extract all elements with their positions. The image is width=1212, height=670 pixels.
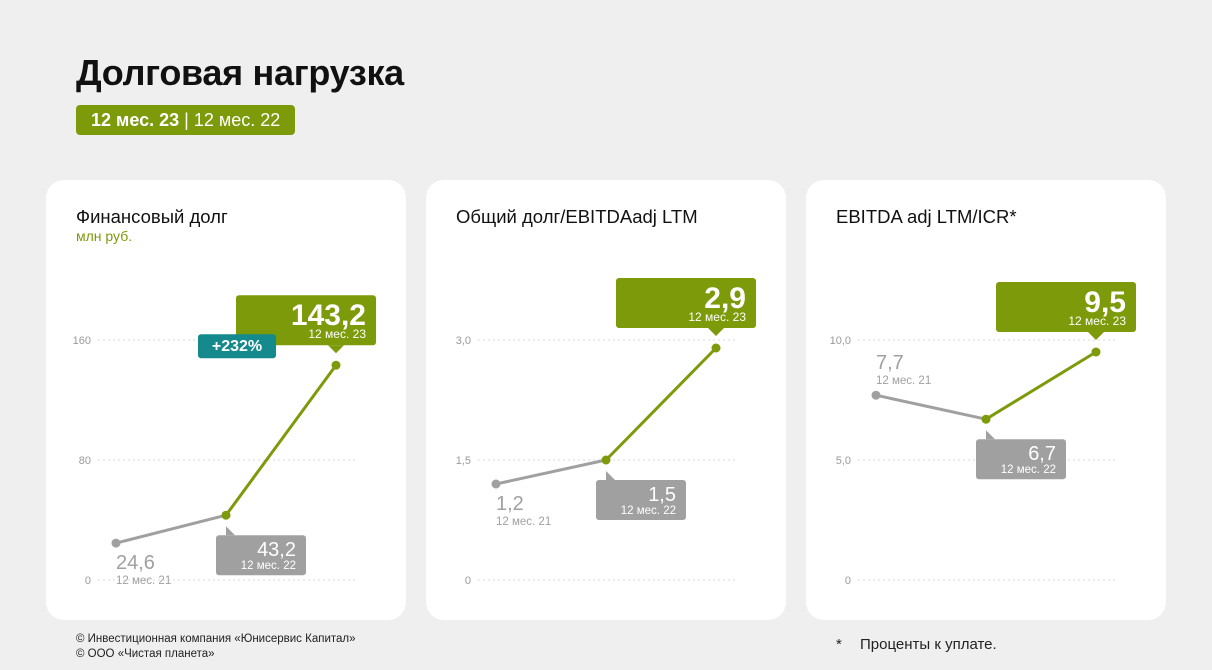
data-label: 1,2: [496, 493, 524, 515]
chart-debt-ebitda: 01,53,01,212 мес. 211,512 мес. 222,912 м…: [456, 278, 756, 587]
data-label-period: 12 мес. 22: [241, 560, 296, 572]
copyright-line: © Инвестиционная компания «Юнисервис Кап…: [76, 633, 356, 645]
chart-card-financial-debt: Финансовый долг млн руб. 0 80 160 24,6 12 ме…: [46, 180, 406, 620]
chart-title: Общий долг/EBITDAadj LTM: [456, 206, 698, 227]
data-point: [871, 390, 881, 400]
callout-box: [236, 295, 376, 346]
change-badge-label: +232%: [212, 338, 262, 355]
chart-subtitle: млн руб.: [76, 228, 133, 244]
callout-box: [596, 480, 686, 520]
period-current-label: 12 мес. 23: [91, 109, 180, 130]
data-label-period: 12 мес. 21: [116, 575, 171, 587]
y-tick-label: 3,0: [456, 335, 471, 347]
data-label-period: 12 мес. 21: [496, 516, 551, 528]
change-badge: [198, 334, 276, 359]
callout-box: [616, 278, 756, 328]
data-point: [111, 538, 121, 548]
y-tick-label: 1,5: [456, 455, 471, 467]
copyright-line: © ООО «Чистая планета»: [76, 648, 215, 660]
callout-box: [976, 439, 1066, 480]
chart-card-ebitda-icr: EBITDA adj LTM/ICR* 0 5,0 10,0 7,7 12 мес. 2…: [806, 180, 1166, 620]
data-point: [601, 455, 611, 465]
chart-card-debt-ebitda: Общий долг/EBITDAadj LTM 0 1,5 3,0 1,2 12 ме…: [426, 180, 786, 620]
footer-copyright: © Инвестиционная компания «Юнисервис Кап…: [76, 632, 356, 662]
callout-pointer: [226, 526, 235, 536]
chart-financial-debt: 0 80 160 24,612 мес. 21 43,212 мес. 22 143,21…: [73, 295, 376, 587]
period-previous-label: 12 мес. 22: [193, 109, 281, 130]
data-label: 43,2: [257, 539, 296, 561]
callout-pointer: [1088, 332, 1104, 340]
callout-box: [996, 282, 1136, 332]
data-point: [221, 510, 231, 520]
y-tick-label: 160: [73, 335, 91, 347]
data-label-period: 12 мес. 21: [876, 375, 931, 387]
data-label-period: 12 мес. 23: [688, 310, 746, 324]
data-point: [981, 414, 991, 424]
series-line-current: [984, 350, 1098, 421]
page-title: Долговая нагрузка: [76, 52, 404, 93]
y-tick-label: 0: [85, 575, 91, 587]
data-label-period: 12 мес. 23: [1068, 314, 1126, 328]
data-label-period: 12 мес. 22: [621, 505, 676, 517]
y-tick-label: 5,0: [836, 455, 851, 467]
data-label: 24,6: [116, 552, 155, 574]
footnote: * Проценты к уплате.: [836, 636, 997, 653]
data-point: [711, 343, 721, 353]
period-separator: |: [184, 109, 189, 130]
period-legend-badge: 12 мес. 23 | 12 мес. 22: [76, 105, 296, 135]
y-tick-label: 10,0: [830, 335, 851, 347]
data-point: [491, 479, 501, 489]
chart-ebitda-icr: 0 5,0 10,0 7,712 мес. 21 6,712 мес. 22 9,512 …: [830, 282, 1136, 587]
data-label: 1,5: [648, 484, 676, 506]
callout-box: [216, 535, 306, 576]
data-label: 7,7: [876, 352, 904, 374]
callout-pointer: [986, 430, 995, 440]
series-line-current: [604, 346, 718, 462]
series-line-previous: [874, 393, 988, 421]
data-label: 143,2: [291, 299, 366, 332]
series-line-previous: [494, 458, 608, 486]
callout-pointer: [708, 328, 724, 336]
callout-pointer: [606, 471, 615, 480]
data-label-period: 12 мес. 23: [308, 327, 366, 341]
data-point: [1091, 347, 1101, 357]
chart-title: Финансовый долг: [76, 206, 228, 227]
data-label-period: 12 мес. 22: [1001, 464, 1056, 476]
data-label: 9,5: [1084, 286, 1126, 319]
callout-pointer: [328, 345, 344, 354]
y-tick-label: 0: [465, 575, 471, 587]
chart-title: EBITDA adj LTM/ICR*: [836, 206, 1017, 227]
data-label: 6,7: [1028, 443, 1056, 465]
footnote-text: Проценты к уплате.: [860, 636, 997, 653]
data-point: [331, 360, 341, 370]
series-line-current: [224, 363, 338, 517]
data-label: 2,9: [704, 282, 746, 315]
footnote-marker: *: [836, 636, 842, 653]
series-line-previous: [114, 513, 228, 545]
y-tick-label: 0: [845, 575, 851, 587]
y-tick-label: 80: [79, 455, 91, 467]
